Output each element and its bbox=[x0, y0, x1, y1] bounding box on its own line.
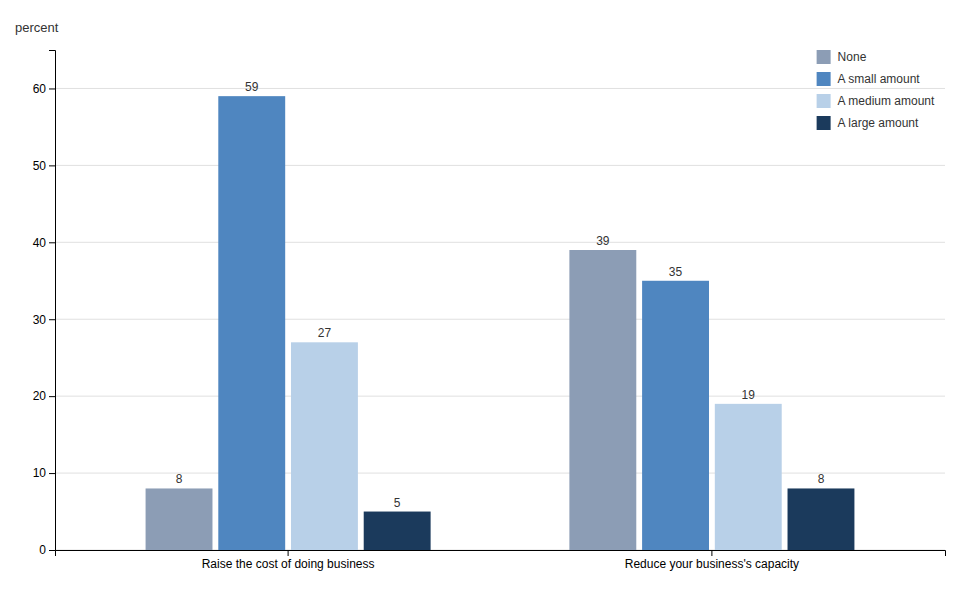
legend-label: A small amount bbox=[838, 72, 921, 86]
y-tick: 60 bbox=[33, 82, 55, 96]
y-tick-mark bbox=[49, 88, 55, 89]
data-label: 8 bbox=[818, 472, 825, 486]
data-label: 19 bbox=[742, 388, 756, 402]
legend-swatch bbox=[817, 94, 831, 108]
x-tick: Reduce your business's capacity bbox=[625, 550, 799, 571]
bars bbox=[146, 96, 855, 550]
y-tick-label: 40 bbox=[33, 236, 47, 250]
legend-label: A medium amount bbox=[838, 94, 935, 108]
x-tick: Raise the cost of doing business bbox=[202, 550, 375, 571]
chart: 0 10 20 30 40 50 60 Raise the cost of doing bus… bbox=[0, 0, 975, 600]
legend: None A small amount A medium amount A large… bbox=[817, 50, 935, 130]
x-tick-label: Reduce your business's capacity bbox=[625, 557, 799, 571]
grid-line bbox=[55, 242, 945, 243]
y-tick-label: 50 bbox=[33, 159, 47, 173]
y-tick-mark bbox=[49, 473, 55, 474]
data-label: 8 bbox=[176, 472, 183, 486]
bar bbox=[715, 404, 782, 550]
legend-swatch bbox=[817, 72, 831, 86]
grid bbox=[55, 88, 945, 550]
y-tick-label: 0 bbox=[39, 543, 46, 557]
y-tick-mark bbox=[49, 550, 55, 551]
data-label: 27 bbox=[318, 326, 332, 340]
y-tick-mark bbox=[49, 396, 55, 397]
bar bbox=[218, 96, 285, 550]
x-tick-mark bbox=[711, 550, 712, 556]
bar bbox=[642, 281, 709, 550]
y-tick: 0 bbox=[39, 543, 55, 557]
y-tick: 20 bbox=[33, 389, 55, 403]
x-axis: Raise the cost of doing business Reduce y… bbox=[56, 550, 946, 571]
bar bbox=[364, 512, 431, 550]
x-tick-mark bbox=[288, 550, 289, 556]
grid-line bbox=[55, 319, 945, 320]
grid-line bbox=[55, 165, 945, 166]
bar bbox=[569, 250, 636, 550]
y-tick-label: 20 bbox=[33, 389, 47, 403]
bar bbox=[291, 342, 358, 550]
data-label: 5 bbox=[394, 496, 401, 510]
y-tick-mark bbox=[49, 165, 55, 166]
x-axis-line bbox=[56, 551, 946, 557]
legend-item: A small amount bbox=[817, 72, 921, 86]
legend-swatch bbox=[817, 116, 831, 130]
y-tick-label: 10 bbox=[33, 466, 47, 480]
grid-line bbox=[55, 396, 945, 397]
y-tick: 10 bbox=[33, 466, 55, 480]
grid-line bbox=[55, 88, 945, 89]
y-tick-mark bbox=[49, 242, 55, 243]
data-label: 59 bbox=[245, 80, 259, 94]
y-axis: 0 10 20 30 40 50 60 bbox=[33, 51, 56, 558]
legend-item: A medium amount bbox=[817, 94, 935, 108]
y-axis-title: percent bbox=[15, 20, 59, 35]
y-tick: 50 bbox=[33, 159, 55, 173]
y-axis-line bbox=[49, 51, 56, 551]
x-tick-label: Raise the cost of doing business bbox=[202, 557, 375, 571]
legend-label: A large amount bbox=[838, 116, 919, 130]
y-tick-mark bbox=[49, 319, 55, 320]
data-labels: 8 39 59 35 27 19 5 8 bbox=[176, 80, 825, 509]
y-tick: 40 bbox=[33, 236, 55, 250]
legend-item: None bbox=[817, 50, 867, 64]
y-tick-label: 30 bbox=[33, 313, 47, 327]
legend-swatch bbox=[817, 50, 831, 64]
y-tick-label: 60 bbox=[33, 82, 47, 96]
plot: 0 10 20 30 40 50 60 Raise the cost of doing bus… bbox=[33, 50, 946, 571]
data-label: 39 bbox=[596, 234, 610, 248]
data-label: 35 bbox=[669, 265, 683, 279]
bar bbox=[788, 488, 855, 550]
grid-line bbox=[55, 473, 945, 474]
y-tick: 30 bbox=[33, 313, 55, 327]
legend-label: None bbox=[838, 50, 867, 64]
legend-item: A large amount bbox=[817, 116, 919, 130]
bar bbox=[146, 488, 213, 550]
